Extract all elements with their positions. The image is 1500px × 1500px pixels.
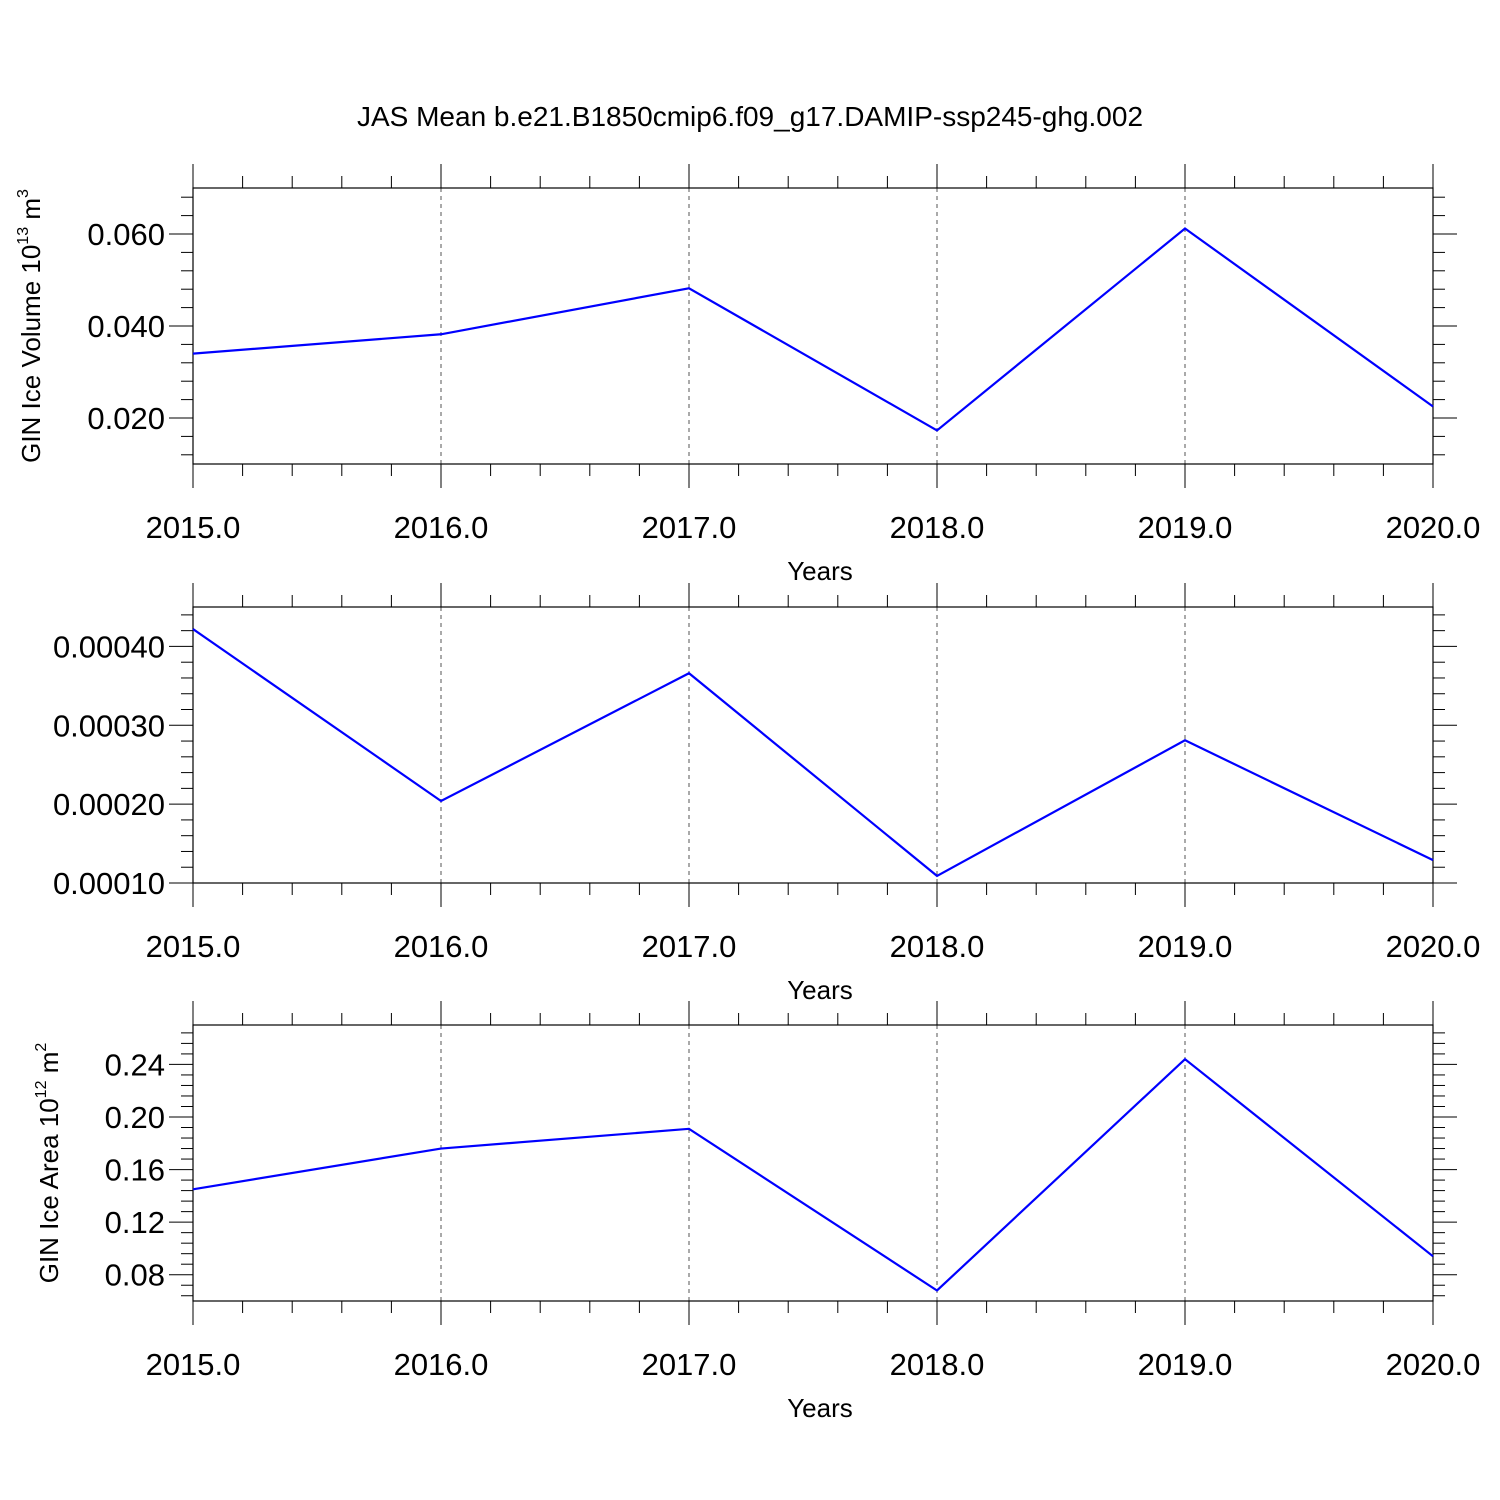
x-tick-label: 2016.0 [394,510,489,545]
series-line [192,227,1434,432]
y-tick-label: 0.00040 [53,629,165,664]
plot-frame [192,187,1434,465]
y-axis-label: GIN Snow Volume 1013 m3 [0,593,5,897]
x-tick-label: 2019.0 [1138,929,1233,964]
y-tick-label: 0.00030 [53,708,165,743]
y-tick-label: 0.08 [105,1258,165,1293]
x-tick-label: 2018.0 [890,510,985,545]
x-tick-label: 2016.0 [394,929,489,964]
y-tick-label: 0.12 [105,1205,165,1240]
y-axis-label: GIN Ice Volume 1013 m3 [15,189,46,463]
chart-panels: 2015.0 2016.0 2017.0 2018.0 2019.0 2020.0 Year… [0,164,1480,1423]
y-tick-label: 0.16 [105,1153,165,1188]
x-tick-label: 2017.0 [642,510,737,545]
chart-title: JAS Mean b.e21.B1850cmip6.f09_g17.DAMIP-… [357,101,1143,132]
x-tick-label: 2017.0 [642,1347,737,1382]
y-tick-label: 0.00010 [53,866,165,901]
x-tick-label: 2020.0 [1386,929,1481,964]
series-line [192,628,1434,878]
x-tick-label: 2019.0 [1138,1347,1233,1382]
chart-panel-2: 2015.0 2016.0 2017.0 2018.0 2019.0 2020.0 Year… [0,583,1480,1005]
x-axis-label: Years [787,1393,853,1423]
y-tick-label: 0.20 [105,1100,165,1135]
y-tick-label: 0.24 [105,1047,165,1082]
chart-panel-1: 2015.0 2016.0 2017.0 2018.0 2019.0 2020.0 Year… [15,164,1480,586]
series-line [192,1057,1434,1292]
x-tick-label: 2020.0 [1386,510,1481,545]
x-tick-label: 2016.0 [394,1347,489,1382]
y-axis-label: GIN Ice Area 1012 m2 [33,1043,64,1284]
x-tick-label: 2015.0 [146,929,241,964]
x-axis-label: Years [787,975,853,1005]
x-tick-label: 2015.0 [146,1347,241,1382]
chart-panel-3: 2015.0 2016.0 2017.0 2018.0 2019.0 2020.0 Year… [33,1001,1480,1423]
x-axis-label: Years [787,556,853,586]
x-tick-label: 2018.0 [890,929,985,964]
y-tick-label: 0.060 [87,217,165,252]
plot-frame [192,606,1434,884]
plot-frame [192,1024,1434,1302]
y-tick-label: 0.00020 [53,787,165,822]
x-tick-label: 2019.0 [1138,510,1233,545]
y-tick-label: 0.040 [87,309,165,344]
x-tick-label: 2015.0 [146,510,241,545]
y-tick-label: 0.020 [87,401,165,436]
x-tick-label: 2020.0 [1386,1347,1481,1382]
x-tick-label: 2017.0 [642,929,737,964]
x-tick-label: 2018.0 [890,1347,985,1382]
